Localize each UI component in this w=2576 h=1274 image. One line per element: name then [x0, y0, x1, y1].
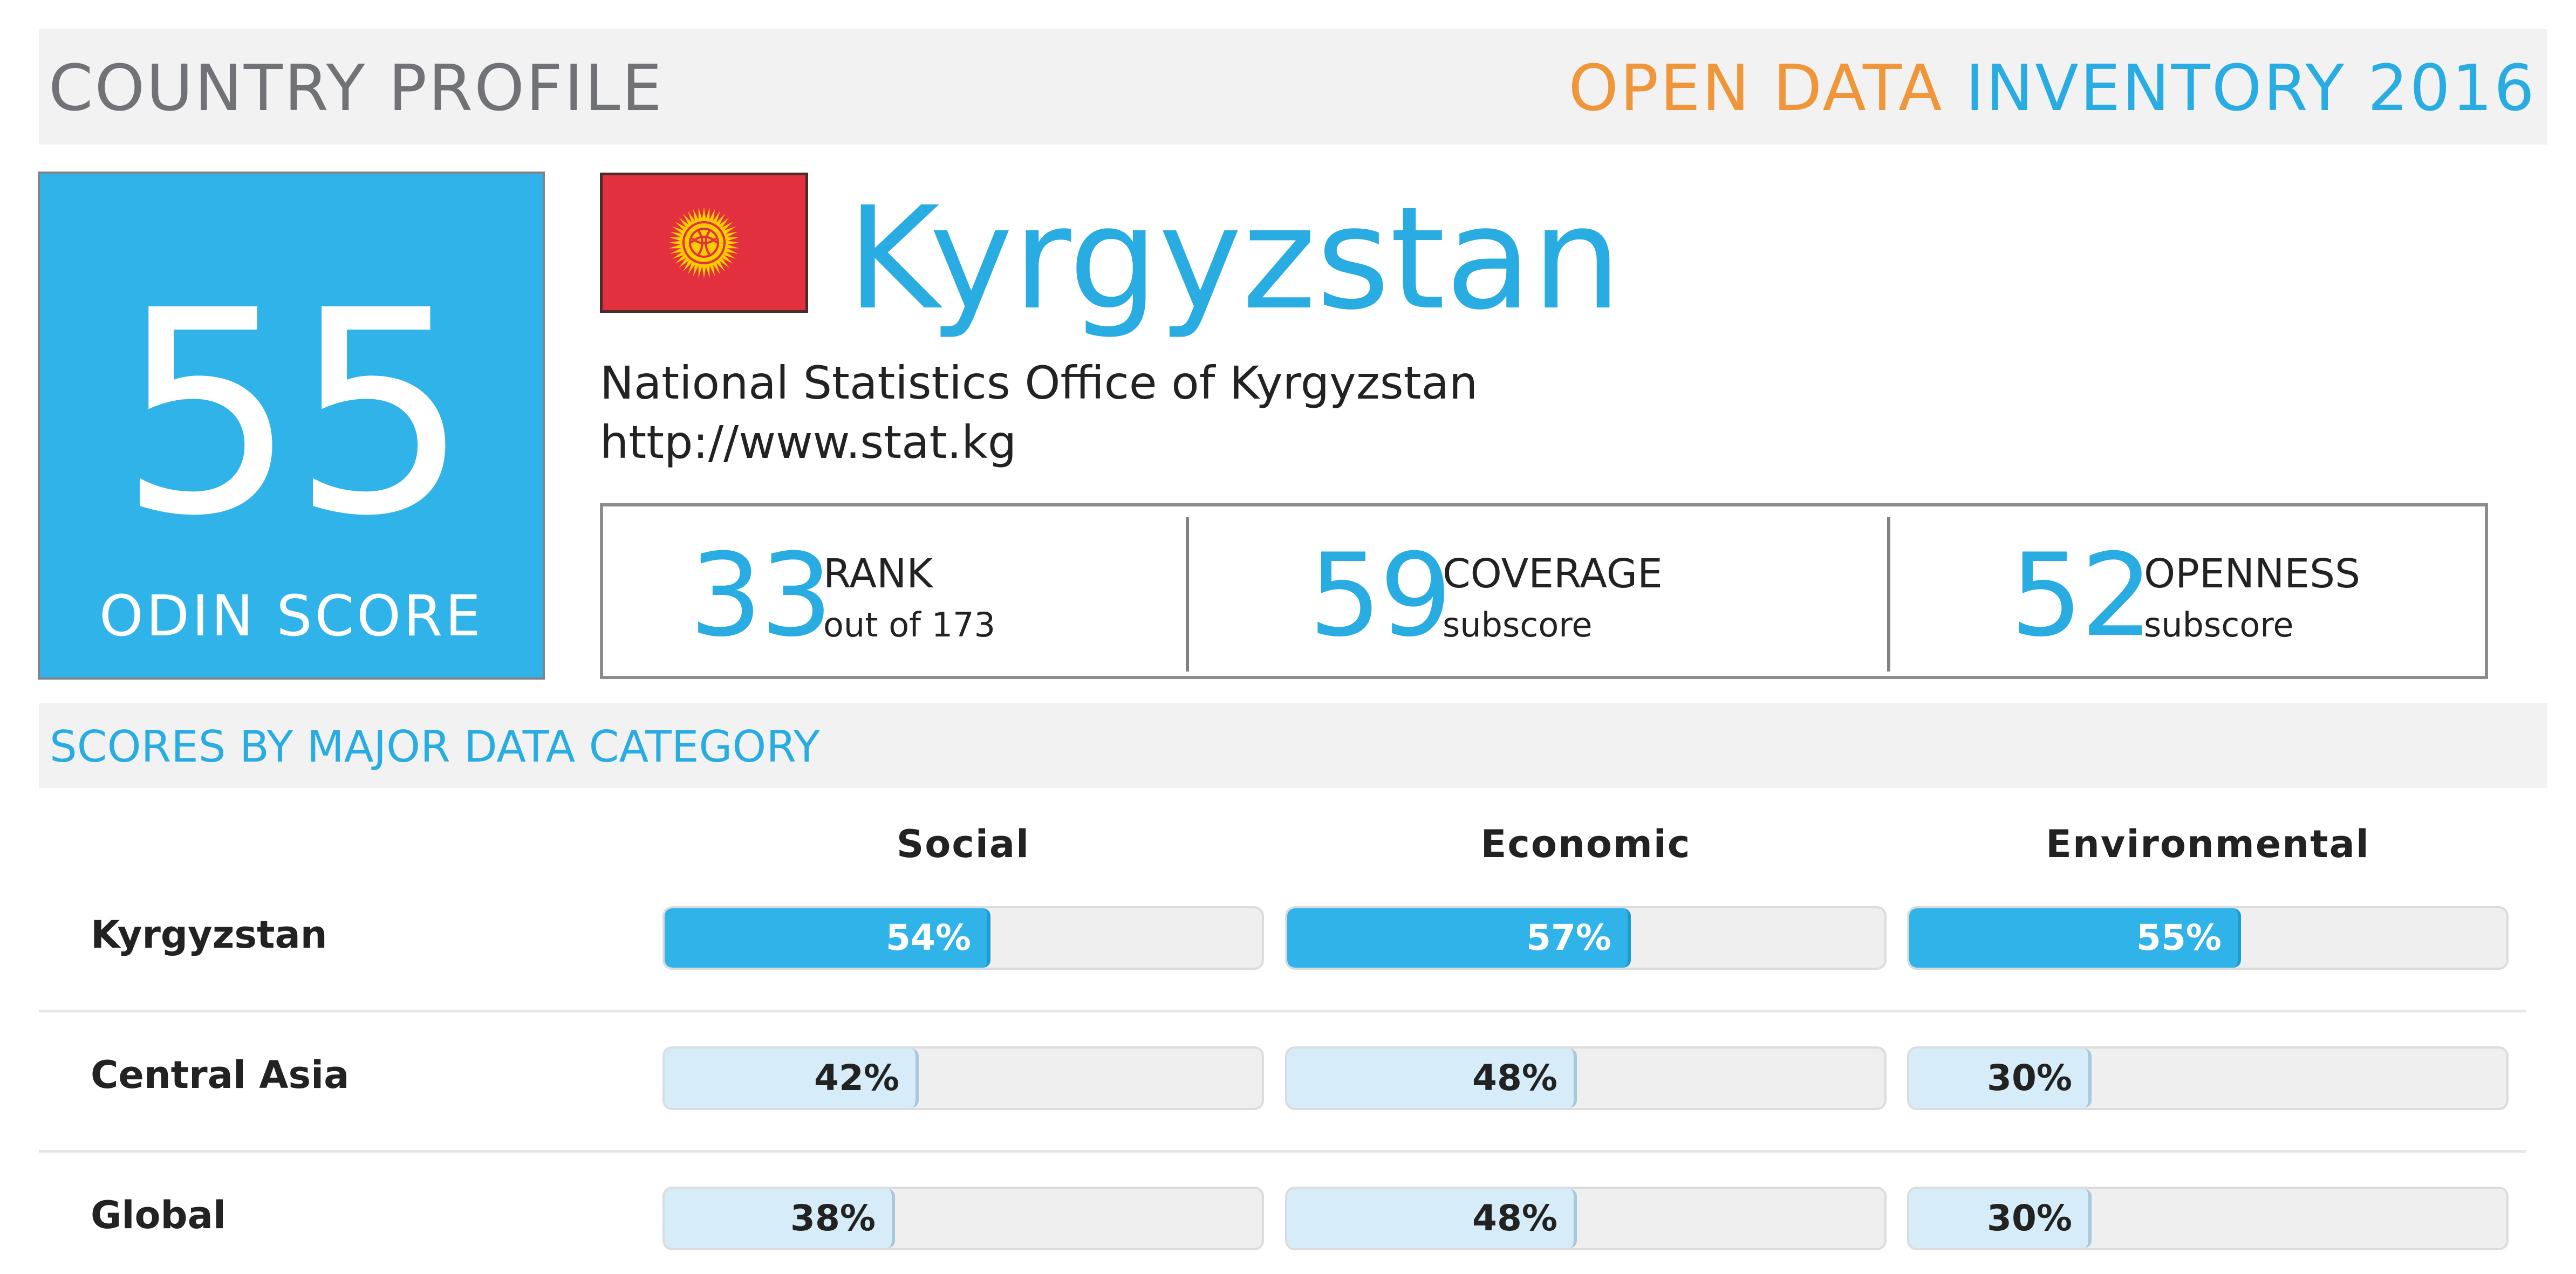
- score-bar: 57%: [1287, 908, 1631, 968]
- score-bar-label: 48%: [1472, 1197, 1557, 1239]
- score-bar-label: 48%: [1472, 1057, 1557, 1099]
- score-bar-track: 54%: [662, 906, 1264, 970]
- coverage-sublabel: subscore: [1443, 605, 1593, 645]
- rank-label: RANK: [823, 551, 933, 597]
- score-bar: 48%: [1287, 1049, 1577, 1108]
- rank-value: 33: [689, 529, 833, 662]
- score-bar-track: 57%: [1285, 906, 1887, 970]
- score-bar-track: 48%: [1285, 1187, 1887, 1250]
- score-bar: 38%: [665, 1189, 895, 1248]
- odin-score-value: 55: [118, 250, 470, 577]
- country-name: Kyrgyzstan: [847, 176, 1622, 341]
- title-part-inventory: INVENTORY 2016: [1965, 51, 2536, 125]
- score-bar-track: 48%: [1285, 1046, 1887, 1110]
- score-bar-label: 30%: [1987, 1197, 2072, 1239]
- row-label-kyrgyzstan: Kyrgyzstan: [91, 913, 327, 957]
- score-bar-label: 42%: [814, 1057, 899, 1099]
- statistics-office-name: National Statistics Office of Kyrgyzstan: [600, 357, 1478, 409]
- row-divider: [39, 1150, 2526, 1153]
- score-bar-track: 38%: [662, 1187, 1264, 1250]
- subscore-divider: [1887, 517, 1890, 672]
- section-band: [39, 703, 2547, 788]
- row-label-global: Global: [91, 1193, 226, 1237]
- subscore-divider: [1186, 517, 1189, 672]
- title-part-open-data: OPEN DATA: [1568, 51, 1944, 125]
- column-header-environmental: Environmental: [2046, 822, 2370, 866]
- score-bar-label: 38%: [790, 1197, 876, 1239]
- score-bar: 30%: [1909, 1049, 2092, 1108]
- score-bar: 42%: [665, 1049, 919, 1108]
- coverage-label: COVERAGE: [1443, 551, 1663, 597]
- open-data-inventory-title: OPEN DATA INVENTORY 2016: [1568, 47, 2536, 128]
- score-bar-label: 57%: [1526, 917, 1611, 958]
- rank-sublabel: out of 173: [823, 605, 996, 645]
- column-header-economic: Economic: [1480, 822, 1691, 866]
- score-bar: 55%: [1909, 908, 2241, 968]
- openness-label: OPENNESS: [2144, 551, 2361, 597]
- header-band: [39, 29, 2547, 145]
- score-bar: 30%: [1909, 1189, 2092, 1248]
- row-label-central-asia: Central Asia: [91, 1053, 350, 1097]
- flag-sun-icon: [668, 207, 740, 278]
- score-bar-label: 30%: [1987, 1057, 2072, 1099]
- odin-score-box: 55 ODIN SCORE: [38, 172, 545, 680]
- statistics-office-url[interactable]: http://www.stat.kg: [600, 416, 1017, 469]
- odin-score-label: ODIN SCORE: [99, 583, 483, 649]
- score-bar-track: 55%: [1907, 906, 2509, 970]
- openness-value: 52: [2010, 529, 2154, 662]
- country-profile-label: COUNTRY PROFILE: [49, 51, 664, 125]
- subscore-panel: 33 RANK out of 173 59 COVERAGE subscore …: [600, 503, 2488, 679]
- score-bar-label: 54%: [886, 917, 971, 958]
- coverage-value: 59: [1309, 529, 1452, 662]
- score-bar-track: 30%: [1907, 1187, 2509, 1250]
- openness-sublabel: subscore: [2144, 605, 2294, 645]
- kyrgyzstan-flag-icon: [600, 173, 808, 313]
- score-bar: 54%: [665, 908, 990, 968]
- column-header-social: Social: [896, 822, 1030, 866]
- score-bar-label: 55%: [2136, 917, 2222, 958]
- score-bar-track: 30%: [1907, 1046, 2509, 1110]
- score-bar-track: 42%: [662, 1046, 1264, 1110]
- section-title: SCORES BY MAJOR DATA CATEGORY: [50, 722, 820, 772]
- row-divider: [39, 1010, 2526, 1012]
- score-bar: 48%: [1287, 1189, 1577, 1248]
